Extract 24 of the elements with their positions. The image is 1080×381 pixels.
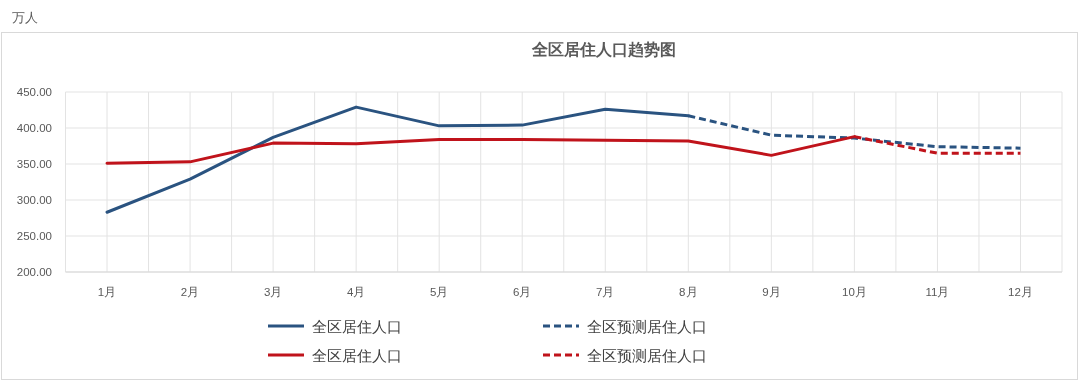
x-tick-label: 12月 [1008,286,1033,298]
y-tick-label: 350.00 [16,158,52,170]
x-tick-label: 9月 [762,286,781,298]
y-tick-label: 450.00 [16,86,52,98]
y-tick-label: 200.00 [16,266,52,278]
legend-label: 全区预测居住人口 [587,346,707,364]
x-tick-label: 11月 [925,286,950,298]
x-tick-label: 6月 [513,286,532,298]
x-tick-label: 8月 [679,286,698,298]
legend-label: 全区居住人口 [312,317,402,335]
legend-label: 全区预测居住人口 [587,317,707,335]
chart-title: 全区居住人口趋势图 [530,41,676,58]
y-tick-label: 400.00 [16,122,52,134]
y-tick-label: 250.00 [16,230,52,242]
x-tick-label: 5月 [429,286,449,298]
x-tick-label: 4月 [346,286,366,298]
x-tick-label: 10月 [842,286,867,298]
y-axis-title: 万人 [12,10,38,25]
x-tick-label: 1月 [97,286,117,298]
x-tick-label: 2月 [180,286,200,298]
legend-label: 全区居住人口 [312,346,402,364]
x-tick-label: 3月 [263,286,283,298]
x-tick-label: 7月 [596,286,615,298]
y-tick-label: 300.00 [16,194,52,206]
